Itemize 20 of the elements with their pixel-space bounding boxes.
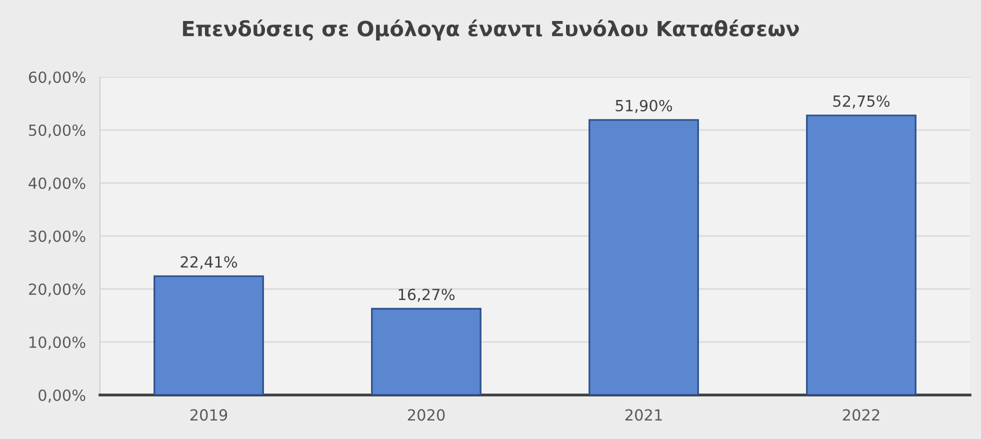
y-tick-label: 10,00%: [30, 336, 86, 350]
x-tick-label: 2022: [842, 409, 880, 421]
bar: [371, 308, 482, 395]
data-label: 16,27%: [398, 288, 455, 302]
x-tick-label: 2020: [408, 409, 445, 421]
y-tick-label: 50,00%: [29, 124, 86, 138]
y-tick-label: 0,00%: [38, 389, 86, 403]
bar: [154, 275, 264, 395]
y-tick-label: 20,00%: [28, 283, 86, 297]
bar: [806, 114, 916, 395]
data-label: 52,75%: [833, 95, 890, 108]
x-tick-label: 2019: [190, 409, 228, 421]
x-tick-label: 2021: [625, 409, 662, 421]
y-tick-label: 60,00%: [28, 71, 86, 85]
bar: [588, 119, 699, 395]
chart-title: Επενδύσεις σε Ομόλογα έναντι Συνόλου Καταθέσεων: [183, 19, 799, 41]
y-tick-label: 30,00%: [29, 230, 86, 244]
data-label: 22,41%: [180, 256, 238, 270]
data-label: 51,90%: [616, 100, 672, 113]
y-tick-label: 40,00%: [28, 177, 86, 191]
